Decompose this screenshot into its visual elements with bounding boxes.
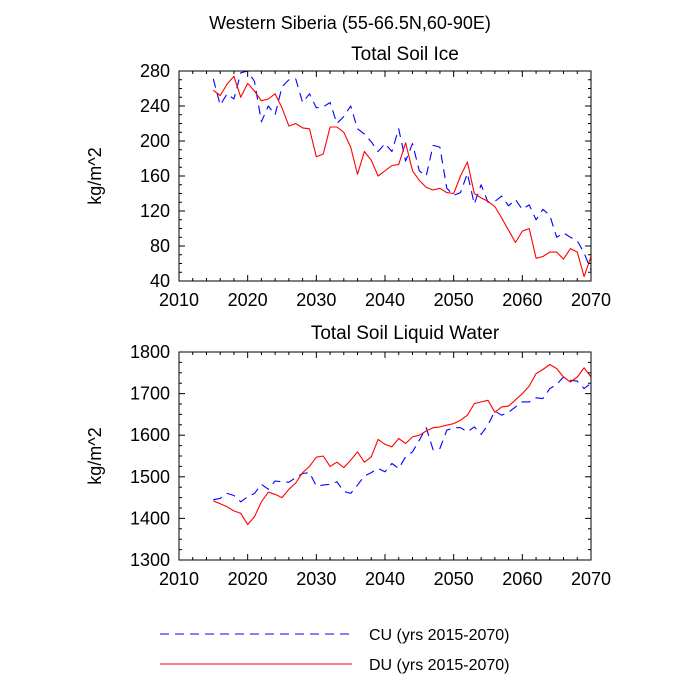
x-tick-label: 2040 xyxy=(365,290,405,310)
x-tick-label: 2010 xyxy=(159,569,199,589)
y-tick-label: 1400 xyxy=(130,508,170,528)
series-line-du xyxy=(212,75,592,278)
x-tick-label: 2070 xyxy=(571,569,611,589)
suptitle: Western Siberia (55-66.5N,60-90E) xyxy=(209,13,491,33)
legend: CU (yrs 2015-2070) DU (yrs 2015-2070) xyxy=(160,627,510,674)
y-axis-label: kg/m^2 xyxy=(85,427,105,484)
x-tick-label: 2070 xyxy=(571,290,611,310)
series-line-cu xyxy=(213,376,592,503)
panel-title: Total Soil Ice xyxy=(351,44,459,65)
x-tick-label: 2060 xyxy=(502,569,542,589)
panel-total-soil-ice: Total Soil Ice kg/m^2 2010 2020 2030 2040 2050… xyxy=(85,44,611,310)
x-tick-label: 2040 xyxy=(365,569,405,589)
legend-label-cu: CU (yrs 2015-2070) xyxy=(369,627,510,644)
x-tick-label: 2020 xyxy=(228,290,268,310)
y-tick-label: 200 xyxy=(140,131,170,151)
x-tick-label: 2030 xyxy=(296,569,336,589)
y-tick-label: 240 xyxy=(140,96,170,116)
y-tick-label: 160 xyxy=(140,166,170,186)
x-tick-label: 2020 xyxy=(228,569,268,589)
y-tick-label: 1800 xyxy=(130,342,170,362)
y-tick-label: 1700 xyxy=(130,384,170,404)
y-tick-label: 280 xyxy=(140,61,170,81)
series-line-cu xyxy=(212,70,592,271)
x-tick-label: 2030 xyxy=(296,290,336,310)
plot-frame xyxy=(178,351,592,561)
plot-frame xyxy=(178,70,592,282)
x-tick-label: 2010 xyxy=(159,290,199,310)
y-tick-label: 1500 xyxy=(130,467,170,487)
x-tick-label: 2050 xyxy=(434,569,474,589)
y-axis-label: kg/m^2 xyxy=(85,147,105,204)
y-tick-label: 40 xyxy=(150,271,170,291)
y-tick-label: 1300 xyxy=(130,550,170,570)
legend-label-du: DU (yrs 2015-2070) xyxy=(369,657,510,674)
x-tick-label: 2060 xyxy=(502,290,542,310)
x-tick-label: 2050 xyxy=(434,290,474,310)
panel-title: Total Soil Liquid Water xyxy=(311,323,500,344)
y-tick-label: 1600 xyxy=(130,425,170,445)
y-tick-label: 80 xyxy=(150,236,170,256)
y-tick-label: 120 xyxy=(140,201,170,221)
series-line-du xyxy=(213,363,592,526)
panel-total-soil-liquid-water: Total Soil Liquid Water kg/m^2 2010 2020 203… xyxy=(85,323,611,589)
